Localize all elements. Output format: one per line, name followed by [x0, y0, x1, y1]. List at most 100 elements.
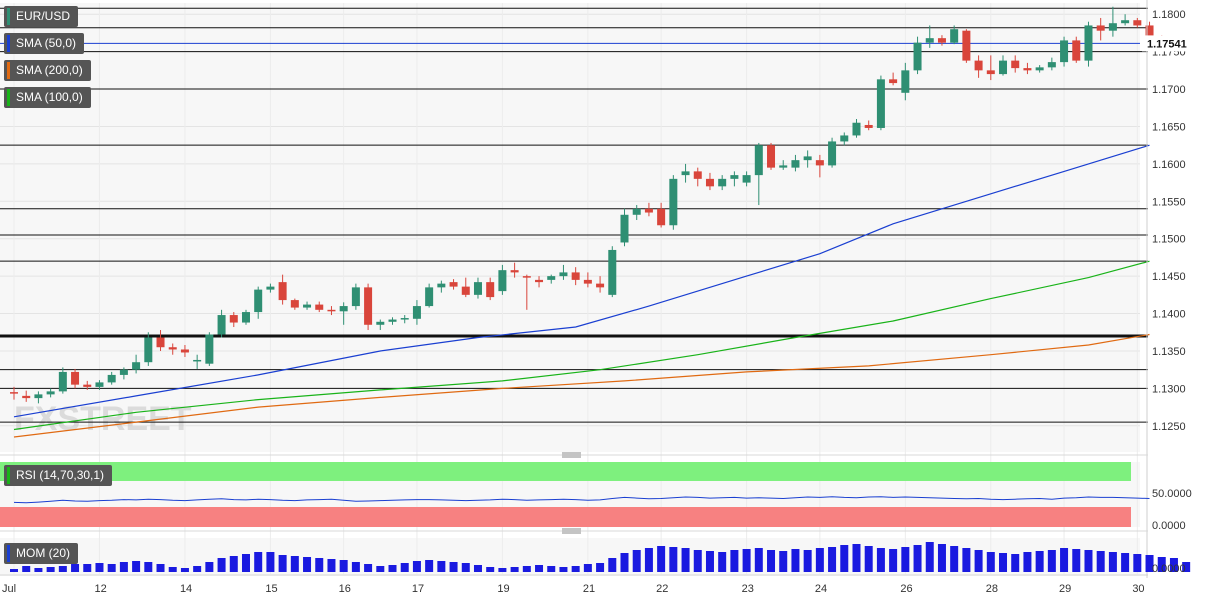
candle-up — [779, 165, 788, 168]
momentum-bar — [1121, 553, 1130, 572]
candle-down — [571, 272, 580, 280]
candle-up — [681, 171, 690, 176]
mom-tag[interactable]: MOM (20) — [4, 543, 78, 564]
rsi-tick-label: 50.0000 — [1152, 488, 1192, 500]
candle-up — [107, 374, 116, 383]
sma200-color-bar — [7, 62, 10, 79]
price-tick-label: 1.1400 — [1152, 309, 1186, 321]
momentum-bar — [889, 549, 898, 572]
candle-up — [376, 321, 385, 325]
momentum-bar — [986, 552, 995, 572]
candle-up — [791, 160, 800, 168]
candle-down — [596, 283, 605, 288]
momentum-bar — [1023, 552, 1032, 572]
candle-up — [58, 371, 67, 392]
candle-down — [168, 347, 177, 350]
momentum-bar — [1072, 549, 1081, 572]
momentum-bar — [974, 550, 983, 572]
momentum-bar — [1182, 562, 1191, 572]
momentum-bar — [803, 550, 812, 572]
sma200-tag[interactable]: SMA (200,0) — [4, 60, 91, 81]
candle-down — [180, 349, 189, 353]
momentum-bar — [718, 552, 727, 572]
momentum-bar — [730, 550, 739, 572]
momentum-bar — [1108, 552, 1117, 572]
rsi-tag[interactable]: RSI (14,70,30,1) — [4, 465, 113, 486]
candle-up — [266, 286, 275, 290]
momentum-bar — [815, 548, 824, 572]
x-tick-label: 19 — [497, 583, 509, 595]
price-panel-bg — [0, 3, 1140, 452]
x-tick-label: 30 — [1132, 583, 1144, 595]
candle-down — [449, 282, 458, 287]
momentum-bar — [229, 556, 238, 572]
sma50-tag[interactable]: SMA (50,0) — [4, 33, 85, 54]
sma100-line — [13, 260, 1150, 431]
x-tick-label: 22 — [656, 583, 668, 595]
mom-label: MOM (20) — [16, 546, 70, 560]
candle-up — [620, 214, 629, 243]
candle-up — [803, 156, 812, 161]
momentum-bar — [241, 554, 250, 572]
candle-down — [1133, 20, 1142, 26]
candle-up — [144, 337, 153, 363]
momentum-bar — [498, 568, 507, 572]
candle-down — [71, 371, 80, 385]
sma100-color-bar — [7, 89, 10, 106]
sma200-label: SMA (200,0) — [16, 63, 83, 77]
sma50-line — [13, 144, 1150, 418]
candle-down — [278, 282, 287, 301]
momentum-bar — [132, 561, 141, 572]
momentum-bar — [767, 550, 776, 572]
symbol-tag[interactable]: EUR/USD — [4, 6, 79, 27]
candle-up — [901, 70, 910, 93]
candle-up — [425, 287, 434, 307]
sma100-tag[interactable]: SMA (100,0) — [4, 87, 91, 108]
momentum-bar — [71, 564, 80, 572]
momentum-bar — [339, 560, 348, 572]
price-tick-label: 1.1650 — [1152, 121, 1186, 133]
sma100-label: SMA (100,0) — [16, 90, 83, 104]
momentum-bar — [461, 563, 470, 572]
momentum-bar — [1060, 548, 1069, 572]
candle-up — [1060, 40, 1069, 63]
momentum-bar — [144, 562, 153, 572]
rsi-line — [13, 496, 1150, 504]
x-tick-label: 16 — [339, 583, 351, 595]
momentum-bar — [83, 564, 92, 572]
candle-up — [498, 270, 507, 292]
candle-up — [339, 306, 348, 312]
sma50-label: SMA (50,0) — [16, 36, 77, 50]
momentum-bar — [22, 566, 31, 572]
momentum-bar — [168, 567, 177, 572]
price-tick-label: 1.1550 — [1152, 196, 1186, 208]
momentum-bar — [254, 552, 263, 572]
momentum-bar — [828, 547, 837, 572]
candle-up — [742, 175, 751, 183]
momentum-bar — [559, 567, 568, 572]
candle-up — [999, 60, 1008, 75]
momentum-bar — [705, 551, 714, 572]
candle-down — [10, 392, 18, 394]
momentum-bar — [754, 548, 763, 572]
price-tick-label: 1.1800 — [1152, 9, 1186, 21]
rsi-color-bar — [7, 467, 10, 484]
momentum-bar — [315, 558, 324, 572]
momentum-bar — [669, 547, 678, 572]
candle-down — [705, 178, 714, 187]
momentum-bar — [913, 545, 922, 572]
momentum-bar — [46, 567, 55, 572]
momentum-bar — [547, 566, 556, 572]
momentum-bar — [193, 566, 202, 572]
momentum-bar — [400, 563, 409, 572]
momentum-bar — [620, 553, 629, 572]
momentum-bar — [596, 563, 605, 572]
momentum-bar — [693, 550, 702, 572]
candle-down — [229, 315, 238, 323]
momentum-bar — [266, 552, 275, 572]
candle-up — [840, 135, 849, 142]
candle-down — [486, 282, 495, 298]
candle-down — [962, 30, 971, 61]
momentum-bar — [473, 565, 482, 572]
